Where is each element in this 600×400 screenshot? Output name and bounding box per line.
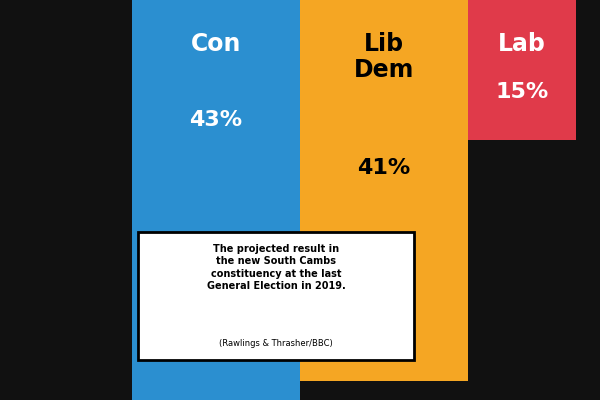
- Bar: [468, 0, 576, 140]
- Text: 43%: 43%: [190, 110, 242, 130]
- Text: Lib
Dem: Lib Dem: [354, 32, 414, 82]
- Text: Lab: Lab: [498, 32, 546, 56]
- Text: The projected result in
the new South Cambs
constituency at the last
General Ele: The projected result in the new South Ca…: [206, 244, 346, 291]
- Text: (Rawlings & Thrasher/BBC): (Rawlings & Thrasher/BBC): [219, 339, 333, 348]
- Bar: [132, 0, 300, 400]
- Text: 41%: 41%: [358, 158, 410, 178]
- Text: Con: Con: [191, 32, 241, 56]
- Bar: [300, 0, 468, 381]
- Text: 15%: 15%: [496, 82, 548, 102]
- Bar: [138, 232, 414, 360]
